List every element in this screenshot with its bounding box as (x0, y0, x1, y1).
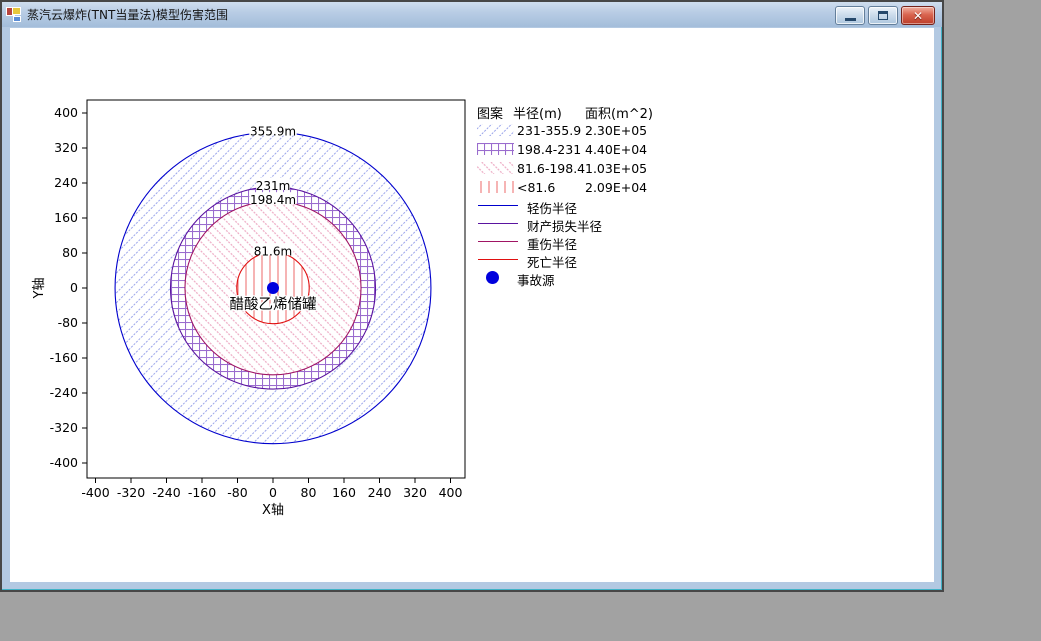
chart-legend: 图案 半径(m) 面积(m^2) 231-355.9 2.30E+05 198.4-231… (10, 28, 934, 582)
x-axis-title: X轴 (262, 503, 284, 518)
legend-line-label: 轻伤半径 (527, 201, 578, 216)
legend-line-label: 重伤半径 (527, 237, 578, 252)
close-icon: ✕ (912, 8, 924, 23)
circle-radius-label: 198.4m (250, 193, 296, 207)
legend-pattern-swatch (477, 143, 514, 155)
legend-line-label: 死亡半径 (527, 255, 578, 270)
x-tick-label: 240 (368, 485, 392, 500)
y-tick-label: 240 (54, 175, 78, 190)
close-button[interactable]: ✕ (901, 6, 935, 25)
legend-radius-range: 198.4-231 (517, 142, 582, 157)
y-tick-label: -400 (50, 455, 78, 470)
legend-area-value: 4.40E+04 (585, 142, 648, 157)
legend-source-dot (486, 271, 499, 284)
x-tick-label: -160 (188, 485, 216, 500)
window-title: 蒸汽云爆炸(TNT当量法)模型伤害范围 (27, 8, 229, 22)
y-tick-label: -160 (50, 350, 78, 365)
titlebar[interactable]: 蒸汽云爆炸(TNT当量法)模型伤害范围 ✕ (2, 2, 942, 27)
y-tick-label: 160 (54, 210, 78, 225)
legend-radius-range: 81.6-198.4 (517, 161, 586, 176)
x-tick-label: -320 (117, 485, 145, 500)
legend-line-swatch (478, 241, 518, 242)
x-tick-label: -240 (152, 485, 180, 500)
legend-pattern-swatch (477, 124, 514, 136)
legend-pattern-swatch (477, 162, 514, 174)
legend-line-swatch (478, 205, 518, 206)
legend-radius-range: 231-355.9 (517, 123, 582, 138)
minimize-button[interactable] (835, 6, 865, 25)
legend-header: 面积(m^2) (585, 107, 653, 122)
maximize-icon (878, 11, 888, 20)
circle-radius-label: 355.9m (250, 124, 296, 138)
legend-pattern-swatch (477, 181, 514, 193)
y-tick-label: 320 (54, 140, 78, 155)
client-area: -400 -320 -240 -160 -80 0 80 160 240 320 400 400 320… (10, 28, 934, 582)
app-window: 蒸汽云爆炸(TNT当量法)模型伤害范围 ✕ -400 -320 -240 -160 -8… (0, 0, 944, 592)
circle-radius-label: 81.6m (254, 244, 292, 258)
x-tick-label: 80 (301, 485, 317, 500)
maximize-button[interactable] (868, 6, 898, 25)
y-tick-label: 0 (70, 280, 78, 295)
y-tick-label: -240 (50, 385, 78, 400)
legend-source-label: 事故源 (517, 273, 555, 288)
x-tick-label: -400 (81, 485, 109, 500)
y-tick-label: 80 (62, 245, 78, 260)
x-tick-label: 320 (403, 485, 427, 500)
legend-area-value: 2.09E+04 (585, 180, 648, 195)
legend-radius-range: <81.6 (517, 180, 556, 195)
y-axis-title: Y轴 (32, 278, 47, 300)
x-tick-label: 400 (439, 485, 463, 500)
y-tick-label: -80 (58, 315, 78, 330)
x-tick-label: 0 (269, 485, 277, 500)
legend-line-label: 财产损失半径 (527, 219, 603, 234)
x-tick-label: 160 (332, 485, 356, 500)
accident-source-marker (267, 282, 279, 294)
damage-range-chart: -400 -320 -240 -160 -80 0 80 160 240 320 400 400 320… (32, 99, 466, 518)
x-tick-label: -80 (227, 485, 247, 500)
legend-area-value: 1.03E+05 (585, 161, 648, 176)
tank-center-label: 醋酸乙烯储罐 (230, 296, 317, 313)
winforms-app-icon (6, 6, 22, 23)
legend-area-value: 2.30E+05 (585, 123, 648, 138)
legend-line-swatch (478, 259, 518, 260)
legend-header: 半径(m) (513, 107, 562, 122)
circle-radius-label: 231m (256, 179, 291, 193)
legend-header: 图案 (477, 107, 504, 122)
y-tick-label: -320 (50, 420, 78, 435)
minimize-icon (844, 18, 856, 21)
legend-line-swatch (478, 223, 518, 224)
y-tick-label: 400 (54, 105, 78, 120)
